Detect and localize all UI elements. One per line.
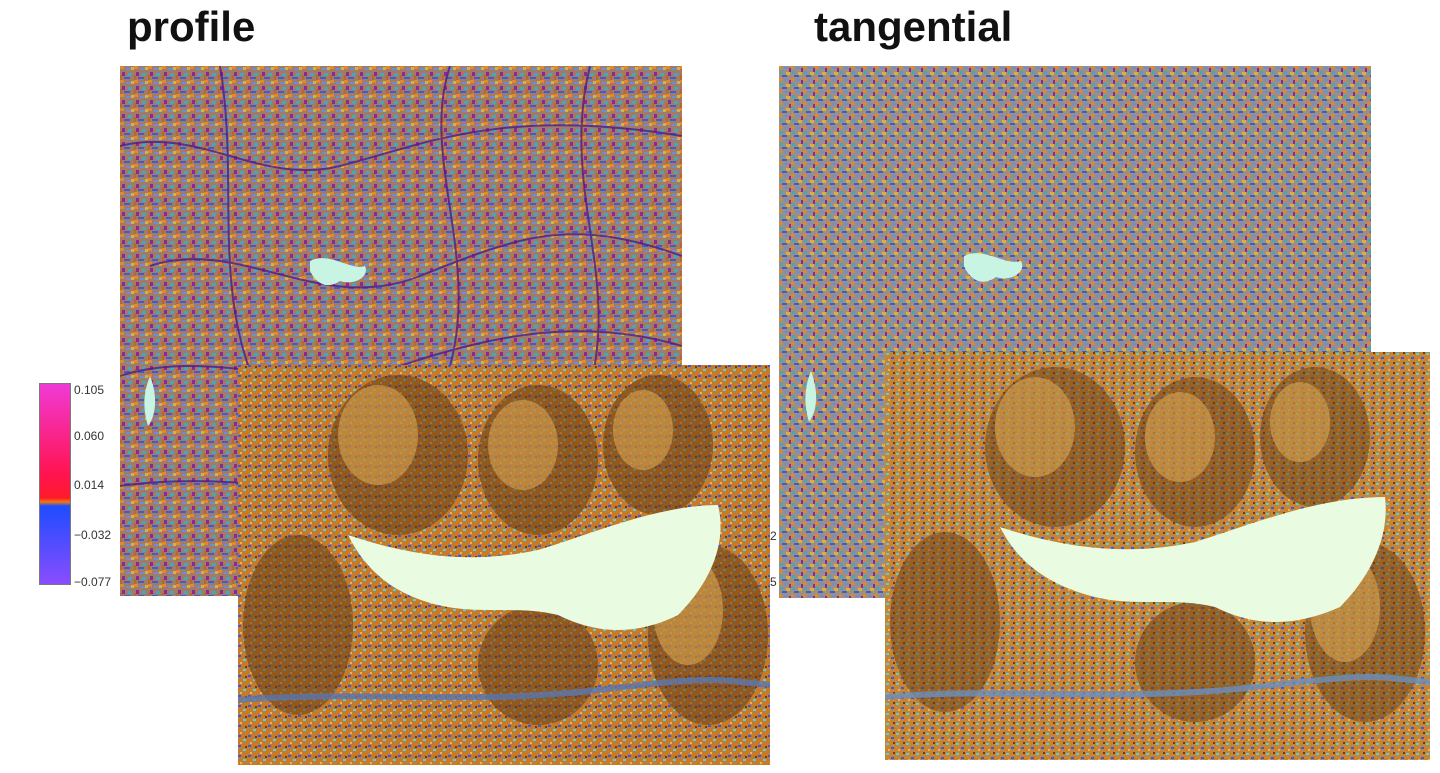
legend-tick-min: −0.077 bbox=[74, 575, 112, 589]
profile-title: profile bbox=[127, 3, 256, 50]
legend-tick-lower: −0.032 bbox=[74, 528, 112, 542]
legend-tick-max: 0.105 bbox=[74, 383, 105, 397]
curvature-color-legend bbox=[39, 383, 71, 585]
legend-tick-upper: 0.060 bbox=[74, 429, 105, 443]
legend-color-bar bbox=[40, 384, 70, 584]
profile-detail-inset bbox=[238, 365, 770, 765]
legend-tick-mid: 0.014 bbox=[74, 478, 105, 492]
tangential-detail-inset bbox=[885, 352, 1430, 760]
tangential-title: tangential bbox=[814, 3, 1013, 50]
edge-label-upper: 2 bbox=[770, 529, 777, 543]
edge-label-lower: 5 bbox=[770, 575, 777, 589]
